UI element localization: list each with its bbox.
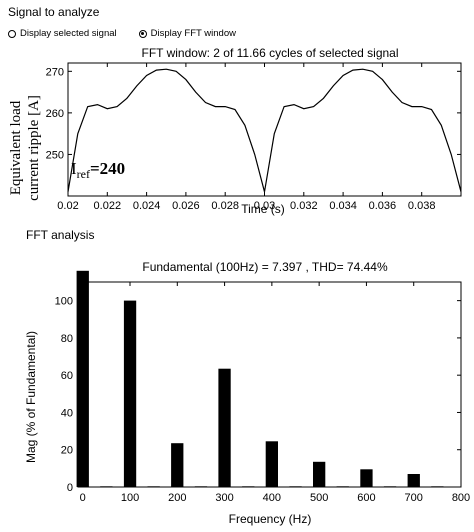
plot2-ytick-label: 100 xyxy=(55,296,73,308)
plot1-xtick-label: 0.02 xyxy=(57,200,78,212)
radio-unselected-icon xyxy=(8,29,16,38)
plot1-ylabel-line1: Equivalent load xyxy=(8,100,24,195)
signal-section-title: Signal to analyze xyxy=(8,5,100,19)
current-ripple-series xyxy=(67,68,462,192)
plot2-ytick-label: 40 xyxy=(61,407,73,419)
fft-bar xyxy=(265,441,278,487)
plot2-xlabel: Frequency (Hz) xyxy=(229,512,312,526)
plot2-ytick-label: 20 xyxy=(61,445,73,457)
plot2-frame xyxy=(77,281,462,488)
plot1-xtick-label: 0.034 xyxy=(329,200,357,212)
plot2-ytick-label: 0 xyxy=(67,482,73,494)
plot1-title: FFT window: 2 of 11.66 cycles of selecte… xyxy=(141,46,398,60)
fft-bar xyxy=(218,368,231,487)
iref-annotation: Iref=240 xyxy=(71,159,125,181)
plot1-xtick-label: 0.036 xyxy=(369,200,397,212)
plot1-ylabel-line2: current ripple [A] xyxy=(26,95,42,201)
fft-section-title: FFT analysis xyxy=(26,228,95,242)
fft-bar xyxy=(313,461,326,487)
radio-selected-icon xyxy=(138,29,147,38)
radio-label-fft-window: Display FFT window xyxy=(150,28,236,39)
fft-bar xyxy=(407,474,420,487)
plot1-ytick-label: 250 xyxy=(46,149,64,161)
plot2-ytick-label: 60 xyxy=(61,370,73,382)
plot1-xtick-label: 0.032 xyxy=(290,200,318,212)
plot2-xtick-label: 0 xyxy=(80,492,86,504)
plot1-xtick-label: 0.028 xyxy=(211,200,239,212)
fft-bar xyxy=(76,270,89,487)
display-selected-signal-radio[interactable]: Display selected signal xyxy=(8,28,117,39)
plot2-xtick-label: 800 xyxy=(452,492,470,504)
plot1-ytick-label: 260 xyxy=(46,108,64,120)
fft-bar xyxy=(123,300,137,487)
iref-value: =240 xyxy=(90,159,125,178)
plot1-frame xyxy=(67,62,462,197)
plot2-xtick-label: 300 xyxy=(215,492,233,504)
fft-bar xyxy=(360,469,373,487)
plot1-xtick-label: 0.022 xyxy=(94,200,122,212)
plot2-ylabel: Mag (% of Fundamental) xyxy=(24,331,38,463)
fft-bar xyxy=(171,443,184,487)
plot1-ytick-label: 270 xyxy=(46,66,64,78)
plot1-xtick-label: 0.03 xyxy=(254,200,275,212)
plot1-xtick-label: 0.026 xyxy=(172,200,200,212)
display-fft-window-radio[interactable]: Display FFT window xyxy=(138,28,236,39)
signal-display-options: Display selected signal Display FFT wind… xyxy=(8,28,236,39)
iref-symbol: I xyxy=(71,159,77,178)
plot2-xtick-label: 200 xyxy=(168,492,186,504)
radio-label-selected-signal: Display selected signal xyxy=(20,28,117,39)
plot1-xlabel: Time (s) xyxy=(241,202,285,216)
plot2-title: Fundamental (100Hz) = 7.397 , THD= 74.44… xyxy=(142,260,388,274)
plot2-xtick-label: 600 xyxy=(357,492,375,504)
plot2-xtick-label: 700 xyxy=(405,492,423,504)
plot2-xtick-label: 500 xyxy=(310,492,328,504)
plot2-ytick-label: 80 xyxy=(61,333,73,345)
plot2-xtick-label: 100 xyxy=(121,492,139,504)
plot1-xtick-label: 0.038 xyxy=(408,200,436,212)
plot1-xtick-label: 0.024 xyxy=(133,200,161,212)
time-signal-plot: FFT window: 2 of 11.66 cycles of selecte… xyxy=(8,46,462,216)
iref-subscript: ref xyxy=(77,167,90,181)
plot2-xtick-label: 400 xyxy=(263,492,281,504)
fft-bar-chart: Fundamental (100Hz) = 7.397 , THD= 74.44… xyxy=(24,260,470,526)
